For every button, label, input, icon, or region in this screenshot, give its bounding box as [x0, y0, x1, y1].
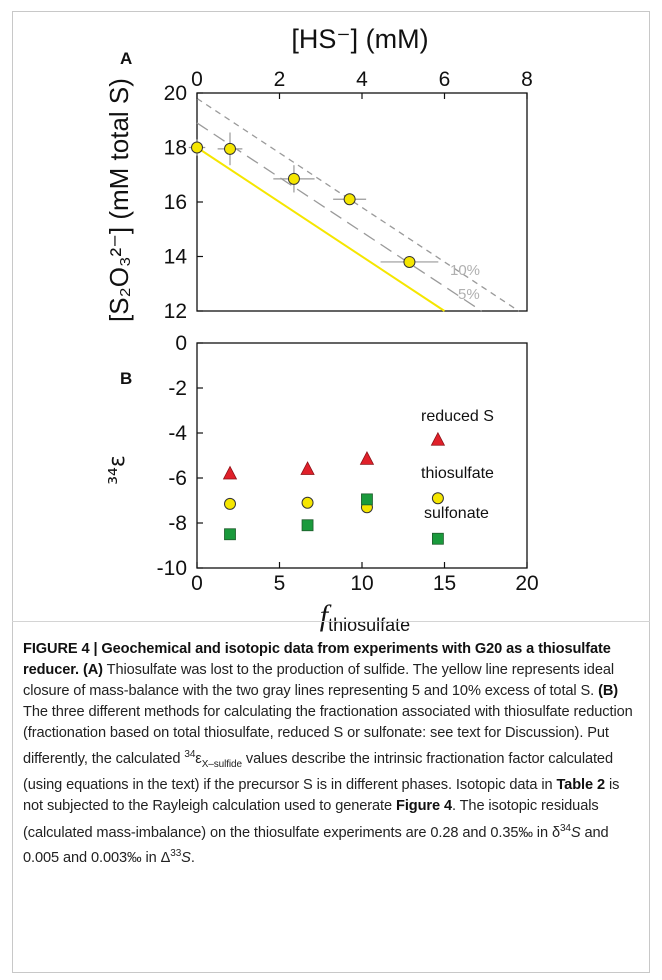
caption-b-text4: . The isotopic residuals (calculated mas… — [23, 798, 599, 841]
x-axis-label-b: fthiosulfate — [320, 599, 410, 635]
x-tick-label-b: 15 — [433, 572, 456, 595]
y-tick-label-b: -4 — [168, 422, 187, 445]
caption-delta34-sup: 34 — [559, 822, 571, 834]
x-tick-label-b: 0 — [191, 572, 203, 595]
caption-divider — [12, 621, 650, 622]
caption-eps-sub: X–sulfide — [201, 759, 242, 771]
caption-delta34-s: S — [570, 824, 581, 841]
y-axis-label-a: [S₂O₃²⁻] (mM total S) — [104, 78, 134, 322]
y-tick-label-a: 16 — [164, 191, 187, 214]
y-tick-label-a: 14 — [164, 246, 188, 269]
point-reduced-s — [222, 465, 238, 480]
caption-b-text3: is not subjected to the Rayleigh calcula… — [23, 777, 620, 815]
x-tick-label-a: 4 — [356, 68, 368, 91]
point-sulfonate — [224, 528, 236, 541]
y-tick-label-b: -2 — [168, 377, 187, 400]
line-5- — [196, 122, 482, 312]
line-label-10: 10% — [450, 262, 480, 279]
caption-eps: ε — [195, 751, 202, 768]
x-tick-label-b: 5 — [274, 572, 286, 595]
caption-cap-delta33-s: S — [181, 850, 191, 867]
x-tick-label-b: 20 — [515, 572, 538, 595]
point-sulfonate — [431, 532, 444, 545]
point-reduced-s — [430, 431, 446, 446]
panel-a-label: A — [120, 49, 132, 68]
y-tick-label-a: 12 — [164, 300, 187, 323]
data-point-a — [191, 141, 203, 154]
figure-frame — [12, 11, 650, 973]
data-point-a — [343, 193, 356, 206]
caption-period: . — [190, 850, 195, 867]
y-tick-label-b: -10 — [157, 557, 187, 580]
point-thiosulfate — [431, 492, 444, 505]
caption-a-label: (A) — [82, 662, 103, 679]
figure-caption: FIGURE 4 | Geochemical and isotopic data… — [23, 639, 643, 869]
caption-cap-delta33-sup: 33 — [170, 848, 182, 860]
top-axis-label: [HS⁻] (mM) — [291, 24, 428, 54]
caption-eps-sup: 34 — [184, 749, 196, 761]
y-tick-label-b: -6 — [168, 467, 187, 490]
x-tick-label-a: 0 — [191, 68, 203, 91]
data-point-a — [287, 172, 300, 185]
caption-cap-delta33: Δ — [160, 850, 171, 867]
caption-a-text: Thiosulfate was lost to the production o… — [23, 662, 615, 700]
figure-4-link[interactable]: Figure 4 — [396, 798, 452, 815]
y-tick-label-a: 18 — [164, 137, 187, 160]
caption-b-text5: and 0.005 and 0.003‰ in — [23, 824, 609, 867]
caption-bold-lead: FIGURE 4 | Geochemical and isotopic data… — [23, 641, 611, 679]
series-label-reduced: reduced S — [421, 408, 494, 425]
caption-b-label: (B) — [598, 683, 619, 700]
line-label-5: 5% — [458, 286, 480, 303]
x-tick-label-b: 10 — [350, 572, 373, 595]
table-2-link[interactable]: Table 2 — [556, 777, 605, 794]
x-tick-label-a: 8 — [521, 68, 533, 91]
caption-b-text1: The three different methods for calculat… — [23, 704, 633, 768]
point-sulfonate — [361, 493, 373, 506]
x-tick-label-a: 2 — [274, 68, 286, 91]
panel-b-plot: 0 5 10 15 20 -10 -8 -6 -4 -2 0 — [157, 332, 539, 595]
series-label-thiosulfate: thiosulfate — [421, 465, 494, 482]
figure-4-plot: A B [HS⁻] (mM) [S₂O₃²⁻] (mM total S) ³⁴ε… — [104, 24, 539, 635]
line-mass-balance — [196, 146, 446, 312]
y-tick-label-b: -8 — [168, 512, 187, 535]
y-tick-label-b: 0 — [175, 332, 187, 355]
point-thiosulfate — [301, 496, 314, 509]
point-thiosulfate — [224, 497, 236, 510]
panel-a-plot: 0 2 4 6 8 12 14 16 18 20 — [164, 68, 533, 323]
caption-b-text2: values describe the intrinsic fractionat… — [23, 751, 613, 794]
caption-delta34: δ — [551, 824, 560, 841]
panel-b-label: B — [120, 369, 132, 388]
panel-b-frame — [196, 342, 528, 569]
point-reduced-s — [359, 451, 375, 465]
data-point-a — [224, 142, 236, 155]
point-sulfonate — [301, 519, 314, 532]
data-point-a — [403, 255, 416, 268]
series-label-sulfonate: sulfonate — [424, 505, 489, 522]
point-reduced-s — [300, 461, 315, 475]
x-tick-label-a: 6 — [439, 68, 451, 91]
line-10- — [196, 97, 520, 312]
y-axis-label-b: ³⁴ε — [105, 455, 130, 485]
x-axis-label-sub: thiosulfate — [328, 615, 410, 635]
y-tick-label-a: 20 — [164, 82, 187, 105]
